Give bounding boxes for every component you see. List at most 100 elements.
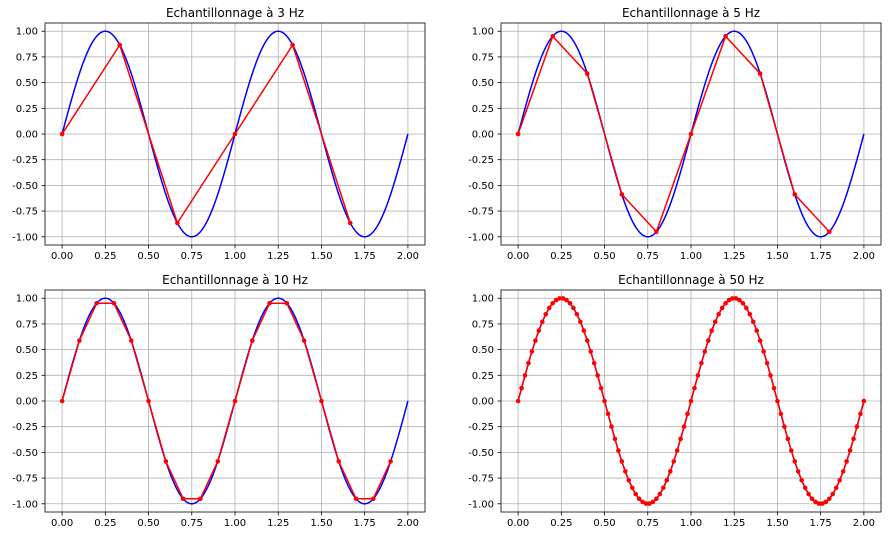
sample-point (301, 338, 307, 343)
x-tick-label: 2.00 (397, 251, 419, 262)
sample-point (716, 311, 721, 317)
axes-frame (44, 289, 426, 513)
sample-point (802, 485, 808, 491)
x-tick-label: 0.25 (550, 251, 572, 262)
x-tick-label: 1.00 (680, 251, 702, 262)
subplot-title: Echantillonnage à 5 Hz (622, 6, 760, 20)
sample-point (640, 499, 645, 505)
x-tick-label: 1.50 (310, 251, 332, 262)
y-tick-label: -0.75 (468, 207, 494, 218)
sample-point (754, 328, 760, 333)
sample-point (609, 424, 614, 429)
sample-point (267, 300, 272, 306)
sample-point (695, 373, 701, 378)
sample-point (319, 398, 324, 404)
sample-point (688, 131, 694, 137)
sample-point (111, 300, 117, 306)
y-tick-label: 0.50 (16, 345, 38, 356)
x-tick-label: 1.75 (354, 251, 376, 262)
sample-point (788, 448, 794, 453)
sample-point (827, 229, 832, 235)
x-tick-label: 2.00 (397, 518, 419, 529)
sample-point (771, 385, 777, 391)
sample-point (59, 398, 65, 404)
axes-frame (44, 22, 426, 246)
sample-point (581, 328, 587, 333)
sample-point (654, 496, 659, 502)
sample-point (827, 496, 832, 502)
sample-point (785, 436, 791, 442)
y-tick-label: 0.75 (16, 52, 38, 63)
y-tick-label: 0.00 (472, 397, 494, 408)
sample-point (591, 360, 597, 366)
sample-point (598, 385, 604, 391)
x-tick-label: 1.25 (723, 518, 745, 529)
y-tick-label: 1.00 (16, 294, 38, 305)
sample-point (840, 469, 846, 474)
x-tick-label: 0.00 (507, 251, 529, 262)
sample-point (833, 485, 839, 491)
sample-point (557, 296, 562, 301)
x-tick-label: 0.00 (507, 518, 529, 529)
sample-point (180, 496, 186, 502)
x-tick-label: 0.50 (593, 518, 615, 529)
sample-point (584, 338, 590, 343)
y-tick-label: -0.50 (468, 448, 494, 459)
sample-point (650, 499, 656, 505)
sample-point (723, 33, 728, 39)
sample-point (602, 398, 607, 404)
sample-point (740, 300, 746, 306)
sample-point (657, 491, 663, 497)
y-tick-label: -0.50 (12, 181, 38, 192)
sample-point (595, 373, 600, 378)
sample-point (726, 297, 732, 303)
sample-point (764, 360, 770, 366)
sample-point (757, 338, 763, 343)
sample-point (163, 459, 169, 464)
y-tick-label: 0.25 (16, 104, 38, 115)
sample-point (550, 33, 555, 39)
sample-point (816, 501, 822, 506)
y-tick-label: -1.00 (468, 232, 494, 243)
sample-point (761, 349, 766, 354)
sample-point (533, 338, 538, 343)
sample-point (667, 469, 673, 474)
sample-point (674, 448, 680, 453)
x-tick-label: 0.75 (637, 518, 659, 529)
y-tick-label: -0.25 (12, 422, 38, 433)
sample-point (685, 411, 690, 417)
sample-point (737, 297, 742, 303)
y-tick-label: -1.00 (12, 499, 38, 510)
sample-point (175, 220, 180, 226)
x-tick-label: 0.75 (637, 251, 659, 262)
sample-point (526, 360, 531, 366)
sample-point (844, 459, 849, 464)
x-tick-label: 1.25 (267, 518, 289, 529)
subplot-title: Echantillonnage à 3 Hz (166, 6, 304, 20)
subplot-title: Echantillonnage à 50 Hz (618, 273, 764, 287)
sample-point (515, 398, 521, 404)
x-tick-label: 0.00 (51, 518, 73, 529)
sample-point (567, 300, 573, 306)
y-tick-label: 1.00 (472, 294, 494, 305)
y-tick-label: 0.50 (472, 345, 494, 356)
sample-point (792, 192, 798, 197)
sample-point (388, 459, 393, 464)
sample-point (616, 448, 621, 453)
sample-point (636, 496, 642, 502)
sample-point (564, 297, 569, 303)
sample-point (702, 349, 708, 354)
x-tick-label: 1.00 (680, 518, 702, 529)
subplot-10hz: Echantillonnage à 10 Hz 0.00 0.25 0.50 0.75 1… (12, 273, 426, 529)
sample-point (336, 459, 342, 464)
sample-point (778, 411, 784, 417)
sample-point (820, 501, 825, 506)
x-tick-label: 1.75 (810, 251, 832, 262)
y-tick-label: -1.00 (468, 499, 494, 510)
y-tick-label: 0.00 (16, 130, 38, 141)
sample-point (661, 485, 666, 491)
sample-point (347, 220, 353, 226)
sample-point (854, 424, 860, 429)
subplot-title: Echantillonnage à 10 Hz (162, 273, 308, 287)
